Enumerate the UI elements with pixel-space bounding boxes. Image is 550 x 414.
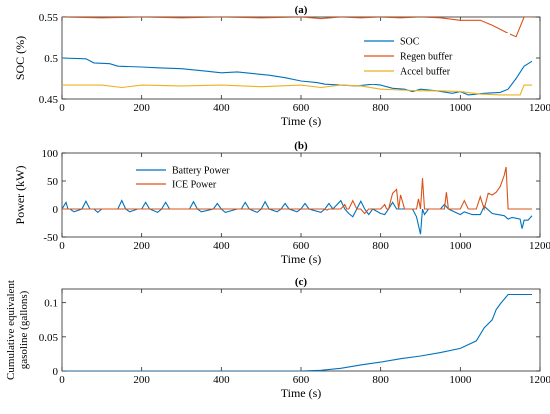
y-tick-label: 0.1 (44, 298, 58, 310)
x-tick-label: 800 (372, 240, 389, 252)
x-tick-label: 1200 (529, 374, 550, 386)
x-tick-label: 0 (59, 240, 65, 252)
legend-entry: Regen buffer (400, 52, 453, 63)
panel-c: (c) 0 200 400 600 800 1000 1200 0 0.05 0.1 Time (s)… (5, 276, 550, 400)
y-axis-label: Cumulative equivalent (5, 280, 17, 380)
series-line-battery-power (62, 199, 533, 235)
x-tick-label: 1200 (529, 240, 550, 252)
x-tick-label: 200 (133, 374, 150, 386)
legend-box (132, 162, 267, 196)
panel-a: (a) 0 200 400 600 800 1000 1200 0.45 0.5 0.55 Time … (13, 4, 550, 128)
panel-title: (a) (295, 4, 308, 16)
legend: Battery Power ICE Power (132, 162, 267, 196)
y-axis-label: Power (kW) (13, 166, 27, 225)
x-tick-label: 0 (59, 374, 65, 386)
x-tick-label: 1000 (449, 102, 472, 114)
y-tick-label: 0.45 (39, 94, 59, 106)
y-tick-label: 0 (53, 366, 59, 378)
y-tick-label: 0.5 (44, 53, 58, 65)
x-tick-label: 600 (293, 240, 310, 252)
x-tick-label: 200 (133, 240, 150, 252)
legend-entry: ICE Power (172, 180, 217, 191)
legend-entry: Accel buffer (400, 67, 451, 78)
legend: SOC Regen buffer Accel buffer (360, 33, 510, 84)
x-axis-label: Time (s) (281, 114, 322, 128)
y-tick-label: 0.55 (39, 12, 59, 24)
x-tick-label: 800 (372, 374, 389, 386)
x-tick-label: 800 (372, 102, 389, 114)
y-tick-label: -50 (43, 232, 58, 244)
y-axis-label: SOC (%) (13, 36, 27, 80)
y-axis-label: gasoline (gallons) (18, 290, 30, 369)
x-axis-label: Time (s) (281, 386, 322, 400)
x-tick-label: 600 (293, 102, 310, 114)
y-tick-label: 100 (42, 148, 59, 160)
x-tick-label: 1000 (449, 374, 472, 386)
y-tick-label: 0.05 (39, 332, 59, 344)
series-line-accel-buffer (62, 84, 532, 96)
series-line-gasoline (62, 293, 532, 371)
y-tick-label: 0 (53, 204, 59, 216)
legend-entry: Battery Power (172, 166, 230, 177)
panel-title: (c) (295, 276, 308, 288)
x-tick-label: 400 (213, 374, 230, 386)
x-tick-label: 0 (59, 102, 65, 114)
panel-title: (b) (294, 140, 308, 152)
y-tick-label: 50 (47, 176, 59, 188)
x-tick-label: 400 (213, 102, 230, 114)
series-line-ice-power (62, 166, 532, 215)
x-tick-label: 200 (133, 102, 150, 114)
x-tick-label: 1000 (449, 240, 472, 252)
x-tick-label: 1200 (529, 102, 550, 114)
series-line-regen-buffer (62, 17, 532, 38)
legend-entry: SOC (400, 37, 420, 48)
x-axis-label: Time (s) (281, 252, 322, 266)
x-tick-label: 400 (213, 240, 230, 252)
plot-area (61, 288, 541, 372)
x-tick-label: 600 (293, 374, 310, 386)
